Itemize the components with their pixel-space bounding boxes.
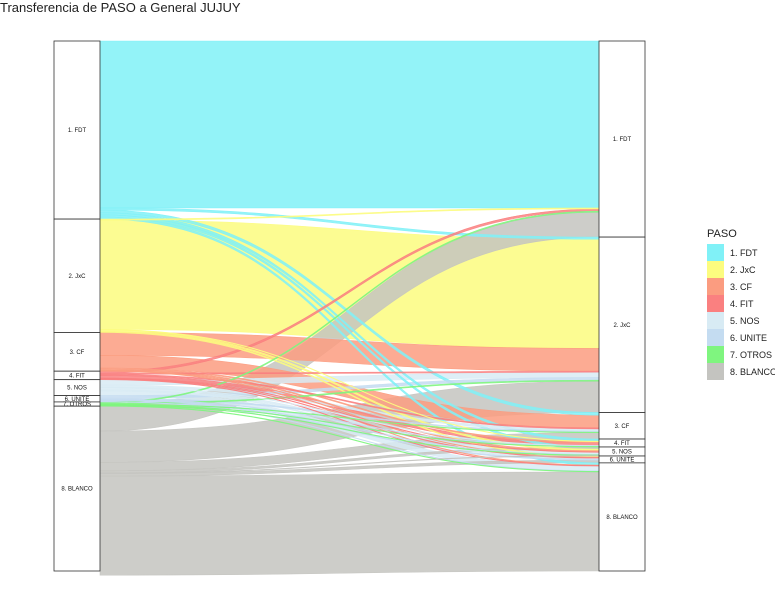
- legend-items: 1. FDT 2. JxC 3. CF 4. FIT 5. NOS 6. UNITE 7. …: [707, 244, 775, 380]
- legend-item-4-fit: 4. FIT: [707, 295, 775, 312]
- legend-swatch: [707, 363, 724, 380]
- right-axis: 1. FDT 2. JxC 3. CF 4. FIT 5. NOS 6. UNITE 8. …: [598, 40, 646, 572]
- left-stratum-label: 3. CF: [70, 350, 85, 356]
- right-stratum-label: 6. UNITE: [610, 457, 635, 463]
- legend-label: 4. FIT: [730, 298, 754, 309]
- left-stratum-label: 5. NOS: [67, 386, 87, 392]
- legend-swatch: [707, 329, 724, 346]
- flows: [99, 40, 600, 576]
- right-stratum-label: 3. CF: [615, 424, 630, 430]
- legend-title: PASO: [707, 228, 737, 240]
- left-stratum-label: 6. UNITE: [65, 397, 90, 403]
- legend-label: 5. NOS: [730, 315, 760, 326]
- legend-item-2-jxc: 2. JxC: [707, 261, 775, 278]
- legend-label: 3. CF: [730, 281, 753, 292]
- legend-label: 8. BLANCO: [730, 366, 775, 377]
- flow-1-fdt-to-1-fdt: [99, 40, 600, 209]
- legend-item-6-unite: 6. UNITE: [707, 329, 775, 346]
- right-stratum-label: 4. FIT: [614, 441, 630, 447]
- legend: PASO 1. FDT 2. JxC 3. CF 4. FIT 5. NOS 6. UNI…: [707, 228, 775, 380]
- right-stratum-8-blanco: [598, 462, 646, 572]
- legend-swatch: [707, 244, 724, 261]
- legend-item-1-fdt: 1. FDT: [707, 244, 775, 261]
- legend-swatch: [707, 312, 724, 329]
- legend-label: 6. UNITE: [730, 332, 768, 343]
- left-stratum-2-jxc: [53, 218, 101, 333]
- left-axis: 1. FDT 2. JxC 3. CF 4. FIT 5. NOS 6. UNITE7. …: [53, 40, 101, 572]
- left-stratum-label: 2. JxC: [68, 274, 86, 280]
- right-stratum-2-jxc: [598, 236, 646, 413]
- left-stratum-3-cf: [53, 332, 101, 372]
- right-stratum-label: 1. FDT: [613, 137, 632, 143]
- legend-label: 7. OTROS: [730, 349, 773, 360]
- legend-label: 1. FDT: [730, 247, 758, 258]
- left-stratum-label: 7. OTROS: [63, 402, 91, 408]
- legend-swatch: [707, 261, 724, 278]
- legend-swatch: [707, 346, 724, 363]
- legend-item-8-blanco: 8. BLANCO: [707, 363, 775, 380]
- right-stratum-label: 5. NOS: [612, 449, 632, 455]
- right-stratum-1-fdt: [598, 40, 646, 238]
- legend-item-5-nos: 5. NOS: [707, 312, 775, 329]
- legend-label: 2. JxC: [730, 264, 756, 275]
- right-stratum-label: 8. BLANCO: [606, 515, 638, 521]
- left-stratum-8-blanco: [53, 405, 101, 572]
- chart-title: Transferencia de PASO a General JUJUY: [0, 0, 241, 15]
- right-stratum-label: 2. JxC: [613, 323, 631, 329]
- legend-swatch: [707, 278, 724, 295]
- flow-8-blanco-to-8-blanco: [99, 471, 600, 576]
- left-stratum-label: 1. FDT: [68, 128, 87, 134]
- left-stratum-label: 4. FIT: [69, 373, 85, 379]
- left-stratum-label: 8. BLANCO: [61, 487, 93, 493]
- legend-item-3-cf: 3. CF: [707, 278, 775, 295]
- right-stratum-3-cf: [598, 412, 646, 440]
- legend-swatch: [707, 295, 724, 312]
- legend-item-7-otros: 7. OTROS: [707, 346, 775, 363]
